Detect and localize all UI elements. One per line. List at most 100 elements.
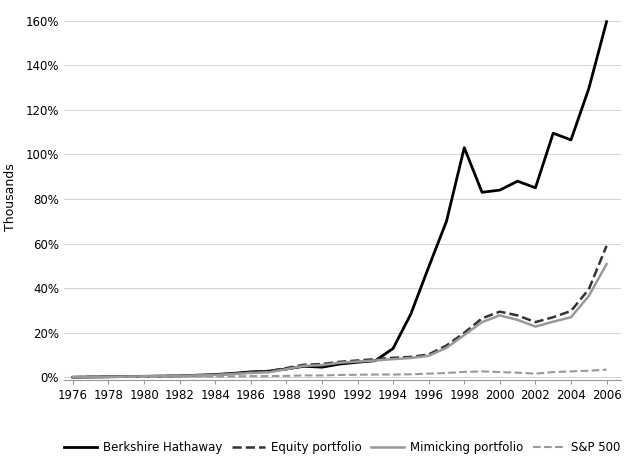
Equity portfolio: [193, 373, 201, 378]
Mimicking portfolio: [371, 358, 379, 363]
S&P 500: [478, 369, 486, 374]
Equity portfolio: [371, 357, 379, 362]
S&P 500: [265, 373, 273, 379]
S&P 500: [300, 373, 308, 378]
Mimicking portfolio: [532, 324, 540, 329]
Mimicking portfolio: [122, 374, 130, 379]
Equity portfolio: [532, 319, 540, 325]
S&P 500: [229, 374, 237, 379]
Berkshire Hathaway: [567, 137, 575, 143]
S&P 500: [371, 372, 379, 377]
S&P 500: [549, 369, 557, 375]
Equity portfolio: [354, 358, 362, 363]
S&P 500: [176, 374, 184, 380]
Berkshire Hathaway: [122, 374, 130, 379]
Mimicking portfolio: [265, 369, 273, 375]
Mimicking portfolio: [496, 313, 504, 318]
Mimicking portfolio: [514, 317, 522, 323]
Berkshire Hathaway: [371, 358, 379, 363]
Equity portfolio: [265, 369, 273, 374]
Mimicking portfolio: [229, 371, 237, 377]
Berkshire Hathaway: [425, 264, 433, 270]
Equity portfolio: [478, 316, 486, 321]
Berkshire Hathaway: [478, 189, 486, 195]
Berkshire Hathaway: [282, 366, 290, 372]
Berkshire Hathaway: [211, 372, 219, 377]
Equity portfolio: [176, 373, 184, 379]
S&P 500: [318, 373, 326, 378]
Mimicking portfolio: [443, 345, 451, 350]
Y-axis label: Thousands: Thousands: [4, 163, 17, 231]
Berkshire Hathaway: [496, 188, 504, 193]
Equity portfolio: [282, 365, 290, 371]
Mimicking portfolio: [603, 261, 611, 267]
Mimicking portfolio: [549, 319, 557, 325]
Equity portfolio: [460, 330, 468, 336]
Equity portfolio: [211, 372, 219, 377]
S&P 500: [532, 371, 540, 376]
Berkshire Hathaway: [193, 372, 201, 378]
Equity portfolio: [407, 354, 415, 360]
Equity portfolio: [300, 362, 308, 368]
Berkshire Hathaway: [176, 373, 184, 379]
Berkshire Hathaway: [87, 374, 95, 380]
Equity portfolio: [122, 374, 130, 379]
Mimicking portfolio: [585, 293, 593, 299]
Mimicking portfolio: [300, 363, 308, 369]
Berkshire Hathaway: [229, 371, 237, 376]
Berkshire Hathaway: [460, 145, 468, 150]
Equity portfolio: [549, 314, 557, 320]
S&P 500: [496, 369, 504, 375]
Equity portfolio: [87, 374, 95, 380]
S&P 500: [407, 371, 415, 377]
Equity portfolio: [69, 375, 77, 380]
Mimicking portfolio: [104, 374, 112, 380]
Legend: Berkshire Hathaway, Equity portfolio, Mimicking portfolio, S&P 500: Berkshire Hathaway, Equity portfolio, Mi…: [60, 437, 625, 459]
S&P 500: [69, 375, 77, 380]
Mimicking portfolio: [193, 373, 201, 378]
Berkshire Hathaway: [318, 364, 326, 370]
Mimicking portfolio: [336, 360, 344, 365]
Equity portfolio: [104, 374, 112, 380]
Berkshire Hathaway: [336, 361, 344, 367]
S&P 500: [140, 374, 148, 380]
Mimicking portfolio: [176, 373, 184, 379]
Berkshire Hathaway: [443, 219, 451, 224]
S&P 500: [354, 372, 362, 377]
Berkshire Hathaway: [514, 178, 522, 184]
Line: Berkshire Hathaway: Berkshire Hathaway: [73, 22, 607, 377]
S&P 500: [104, 375, 112, 380]
Mimicking portfolio: [318, 363, 326, 368]
S&P 500: [282, 373, 290, 379]
Equity portfolio: [496, 309, 504, 314]
Mimicking portfolio: [247, 370, 255, 376]
Berkshire Hathaway: [532, 185, 540, 191]
Equity portfolio: [567, 308, 575, 314]
Mimicking portfolio: [282, 366, 290, 372]
Mimicking portfolio: [354, 359, 362, 364]
S&P 500: [87, 375, 95, 380]
Line: S&P 500: S&P 500: [73, 369, 607, 377]
S&P 500: [443, 370, 451, 376]
Berkshire Hathaway: [69, 375, 77, 380]
Mimicking portfolio: [425, 353, 433, 358]
Equity portfolio: [603, 243, 611, 249]
Berkshire Hathaway: [603, 19, 611, 25]
Equity portfolio: [425, 352, 433, 357]
Mimicking portfolio: [140, 374, 148, 379]
Berkshire Hathaway: [300, 363, 308, 369]
Berkshire Hathaway: [585, 86, 593, 91]
Equity portfolio: [514, 313, 522, 318]
Mimicking portfolio: [69, 375, 77, 380]
S&P 500: [567, 369, 575, 374]
Berkshire Hathaway: [389, 346, 397, 351]
Mimicking portfolio: [158, 373, 166, 379]
S&P 500: [425, 371, 433, 376]
S&P 500: [603, 367, 611, 372]
Berkshire Hathaway: [158, 373, 166, 379]
Berkshire Hathaway: [104, 374, 112, 380]
Equity portfolio: [336, 359, 344, 364]
Mimicking portfolio: [389, 357, 397, 362]
Mimicking portfolio: [407, 355, 415, 361]
S&P 500: [158, 374, 166, 380]
